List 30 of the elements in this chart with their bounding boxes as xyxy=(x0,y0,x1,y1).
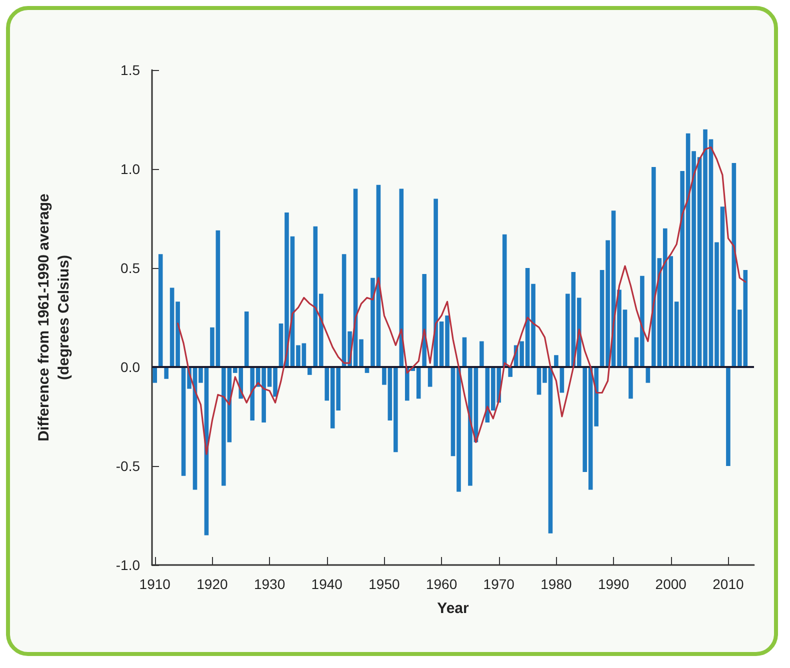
line-series xyxy=(177,146,746,455)
bar xyxy=(726,367,730,466)
bar xyxy=(502,234,507,367)
x-tick-label: 1910 xyxy=(139,576,171,592)
bar xyxy=(164,367,168,379)
y-tick-label: -1.0 xyxy=(116,557,140,573)
x-tick-label: 1970 xyxy=(483,576,515,592)
x-axis-title: Year xyxy=(437,600,470,617)
x-tick-label: 2000 xyxy=(655,576,687,592)
bar xyxy=(628,367,633,399)
x-tick-label: 1960 xyxy=(426,576,458,592)
x-tick-label: 1940 xyxy=(311,576,343,592)
bar xyxy=(480,341,484,367)
bar xyxy=(152,367,158,383)
x-tick-label: 1980 xyxy=(540,576,572,592)
x-tick-label: 2010 xyxy=(712,576,744,592)
y-tick-label: 0.5 xyxy=(120,260,140,276)
y-tick-label: 1.5 xyxy=(120,62,140,78)
y-axis-title: Difference from 1961-1990 average (degrees Celsius) xyxy=(36,194,72,442)
x-tick-label: 1990 xyxy=(598,576,630,592)
x-tick-label: 1920 xyxy=(196,576,228,592)
bar xyxy=(158,254,163,367)
bar xyxy=(244,312,249,367)
y-tick-label: 1.0 xyxy=(120,161,140,177)
x-tick-label: 1950 xyxy=(368,576,400,592)
x-tick-label: 1930 xyxy=(254,576,286,592)
y-tick-label: 0.0 xyxy=(120,359,140,375)
y-tick-label: -0.5 xyxy=(116,458,140,474)
bar xyxy=(554,355,558,367)
bar xyxy=(422,274,426,367)
